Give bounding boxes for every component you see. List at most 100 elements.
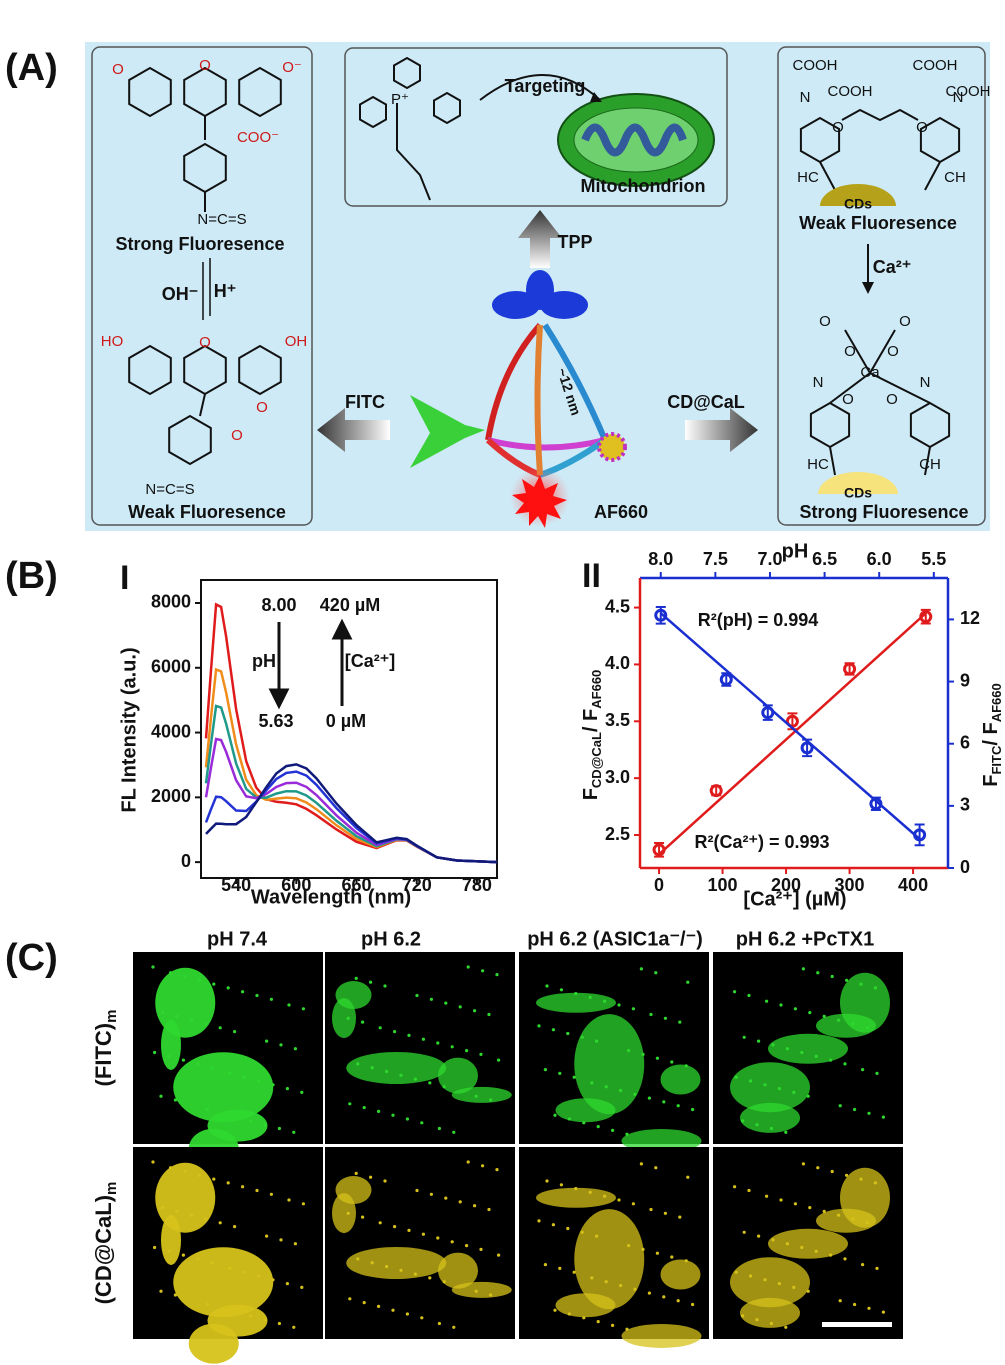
speckle bbox=[362, 1301, 366, 1305]
speckle bbox=[370, 1261, 374, 1265]
speckle bbox=[865, 1221, 870, 1225]
chem-label: Ca bbox=[860, 364, 880, 381]
speckle bbox=[800, 1245, 804, 1250]
speckle bbox=[588, 995, 592, 1000]
speckle bbox=[859, 1177, 863, 1181]
speckle bbox=[257, 1079, 261, 1083]
speckle bbox=[670, 1255, 674, 1259]
speckle bbox=[853, 1107, 857, 1112]
chem-label: CH bbox=[919, 456, 941, 473]
speckle bbox=[420, 1121, 424, 1125]
speckle bbox=[814, 1249, 818, 1253]
speckle bbox=[619, 1088, 623, 1093]
speckle bbox=[429, 1192, 433, 1196]
label-part: / F bbox=[580, 709, 602, 732]
speckle bbox=[647, 1291, 652, 1295]
speckle bbox=[428, 1081, 432, 1085]
speckle bbox=[627, 1244, 631, 1248]
ring bbox=[433, 91, 461, 125]
cell bbox=[536, 992, 616, 1013]
speckle bbox=[385, 1069, 389, 1074]
speckle bbox=[676, 1299, 680, 1303]
chem-label: O bbox=[899, 313, 911, 330]
x-tick-label: 600 bbox=[281, 875, 311, 895]
speckle bbox=[285, 1282, 289, 1286]
speckle bbox=[393, 1225, 397, 1229]
speckle bbox=[479, 1052, 483, 1056]
speckle bbox=[189, 1213, 193, 1217]
cell bbox=[346, 1247, 447, 1279]
speckle bbox=[369, 1175, 373, 1179]
bond bbox=[844, 329, 896, 375]
speckle bbox=[631, 1202, 636, 1206]
speckle bbox=[551, 1028, 556, 1032]
speckle bbox=[362, 1106, 366, 1110]
speckle bbox=[378, 1026, 382, 1030]
speckle bbox=[220, 1306, 224, 1310]
speckle bbox=[829, 1058, 833, 1062]
speckle bbox=[444, 1001, 448, 1005]
cell bbox=[161, 1019, 181, 1070]
cell bbox=[768, 1033, 848, 1064]
speckle bbox=[377, 1109, 381, 1113]
speckle bbox=[543, 1068, 548, 1072]
speckle bbox=[595, 1234, 599, 1238]
speckle bbox=[647, 1096, 652, 1100]
label-subscript: m bbox=[103, 1182, 120, 1195]
speckle bbox=[370, 1066, 374, 1070]
speckle bbox=[196, 1062, 200, 1066]
label-subscript: AF660 bbox=[989, 683, 1004, 722]
speckle bbox=[465, 1244, 469, 1248]
speckle bbox=[428, 1276, 432, 1280]
cell bbox=[451, 1086, 512, 1103]
chem-label: N bbox=[800, 89, 811, 106]
speckle bbox=[450, 1045, 454, 1049]
x-tick-label: 300 bbox=[835, 875, 865, 895]
speckle bbox=[765, 1194, 769, 1198]
speckle bbox=[181, 1058, 185, 1062]
speckle bbox=[354, 1171, 358, 1175]
annotation: pH bbox=[252, 651, 276, 671]
data-point bbox=[913, 828, 927, 842]
speckle bbox=[639, 1162, 644, 1166]
speckle bbox=[279, 1043, 283, 1047]
label-subscript: AF660 bbox=[589, 670, 604, 709]
ion-label: Ca²⁺ bbox=[873, 257, 912, 277]
speckle bbox=[226, 986, 230, 990]
speckle bbox=[442, 1085, 446, 1089]
ring bbox=[238, 66, 282, 118]
chem-label: O bbox=[887, 343, 899, 360]
speckle bbox=[617, 1003, 621, 1007]
speckle bbox=[173, 1293, 177, 1297]
cell bbox=[768, 1228, 848, 1259]
speckle bbox=[175, 1209, 179, 1213]
speckle bbox=[437, 1321, 441, 1326]
cell bbox=[660, 1064, 701, 1095]
data-point bbox=[654, 608, 668, 622]
micrographs: pH 7.4 pH 6.2 pH 6.2 (ASIC1a⁻/⁻) pH 6.2 +Pc… bbox=[91, 928, 903, 1364]
speckle bbox=[181, 1253, 185, 1257]
cell bbox=[660, 1259, 701, 1290]
cell bbox=[730, 1062, 810, 1113]
speckle bbox=[611, 1323, 615, 1327]
speckle bbox=[495, 973, 499, 977]
speckle bbox=[686, 980, 690, 984]
speckle bbox=[265, 1039, 269, 1043]
bond bbox=[924, 446, 931, 476]
column-header: pH 6.2 +PcTX1 bbox=[736, 928, 874, 950]
speckle bbox=[442, 1280, 446, 1284]
chem-label: O bbox=[199, 334, 211, 351]
speckle bbox=[197, 978, 201, 982]
speckle bbox=[545, 1179, 549, 1183]
data-point bbox=[843, 662, 857, 676]
speckle bbox=[859, 982, 863, 986]
data-point bbox=[785, 714, 799, 728]
speckle bbox=[183, 1169, 187, 1174]
speckle bbox=[572, 1270, 576, 1274]
speckle bbox=[450, 1240, 454, 1244]
speckle bbox=[843, 1062, 847, 1066]
speckle bbox=[429, 997, 433, 1001]
data-point bbox=[652, 843, 666, 857]
data-point bbox=[869, 797, 883, 811]
